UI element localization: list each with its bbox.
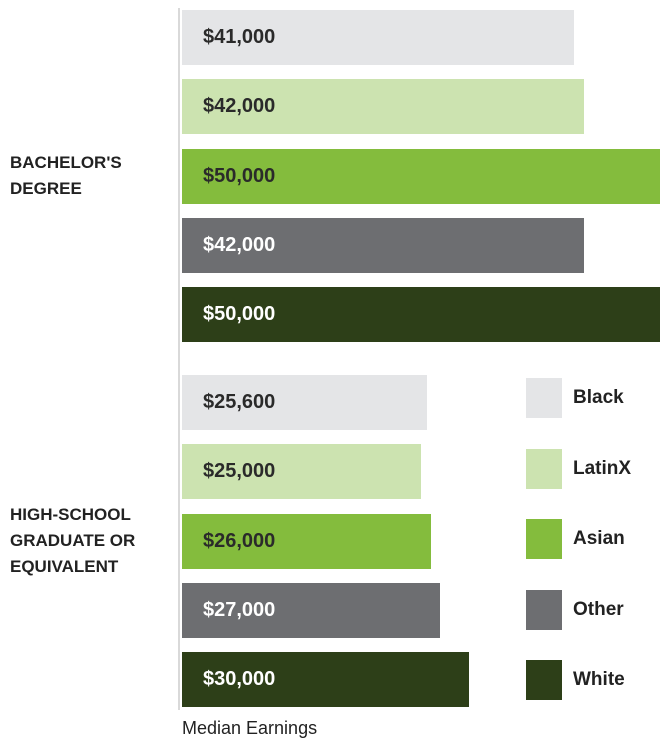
legend-label: LatinX (573, 457, 632, 479)
data-label: $50,000 (203, 164, 276, 187)
legend-swatch (526, 448, 562, 489)
axis-line (178, 8, 180, 710)
bar (182, 148, 660, 204)
bar (182, 444, 421, 500)
data-label: $26,000 (203, 529, 276, 552)
data-label: $25,000 (203, 460, 276, 483)
data-label: $42,000 (203, 233, 276, 256)
legend-swatch (526, 378, 562, 418)
x-axis-label: Median Earnings (182, 718, 318, 738)
legend-swatch (526, 589, 562, 630)
legend-swatch (526, 660, 562, 700)
data-label: $50,000 (203, 303, 276, 326)
legend-label: Black (573, 387, 624, 408)
bar (182, 287, 660, 343)
group-label: BACHELOR'S DEGREE (10, 153, 122, 199)
bar (182, 513, 431, 569)
legend-label: Asian (573, 528, 625, 549)
legend-swatch (526, 519, 562, 559)
group-label: HIGH-SCHOOL GRADUATE OR EQUIVALENT (10, 505, 136, 577)
data-label: $42,000 (203, 95, 276, 118)
legend-label: White (573, 669, 625, 690)
data-label: $30,000 (203, 668, 276, 691)
bar (182, 582, 441, 638)
legend-label: Other (573, 598, 624, 620)
bar (182, 652, 469, 708)
bar (182, 10, 574, 65)
bar (182, 375, 427, 430)
bar (182, 217, 584, 273)
data-label: $41,000 (203, 26, 276, 48)
data-label: $27,000 (203, 598, 276, 621)
data-label: $25,600 (203, 391, 276, 413)
bar (182, 79, 584, 135)
